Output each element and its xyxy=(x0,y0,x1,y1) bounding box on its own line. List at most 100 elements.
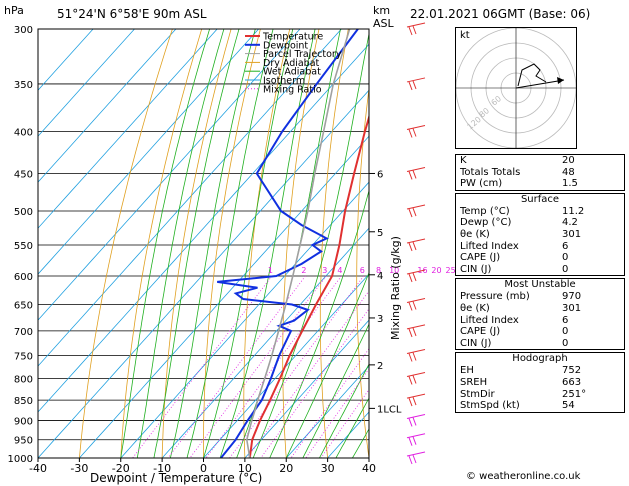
pressure-tick-300: 300 xyxy=(14,25,33,36)
index-label: θe (K) xyxy=(460,302,490,314)
index-value: 0 xyxy=(562,326,569,338)
legend-entry: Dry Adiabat xyxy=(263,58,320,69)
x-tick-label: 30 xyxy=(321,462,335,475)
storm-motion-vector xyxy=(515,79,565,89)
x-tick-label: 10 xyxy=(238,462,252,475)
wind-barb xyxy=(406,22,426,28)
pressure-tick-350: 350 xyxy=(14,80,33,91)
pressure-tick-900: 900 xyxy=(14,416,33,427)
wind-barb-flag xyxy=(408,397,413,407)
wet-adiabat-line xyxy=(269,189,369,458)
wind-barb xyxy=(406,393,426,399)
wind-barb-flag xyxy=(408,437,413,446)
hodograph-trace xyxy=(517,63,547,87)
isotherm-line xyxy=(38,29,342,367)
index-row: Lifted Index 6 xyxy=(456,315,624,327)
wind-barb-flag xyxy=(408,418,413,427)
index-label: Dewp (°C) xyxy=(460,217,512,229)
wind-barb-flag xyxy=(412,80,417,90)
index-label: CAPE (J) xyxy=(460,252,501,264)
index-value: 752 xyxy=(562,365,582,377)
wet-adiabat-line xyxy=(285,271,369,458)
wind-barb xyxy=(406,269,426,275)
index-row: PW (cm) 1.5 xyxy=(456,178,624,190)
pressure-tick-700: 700 xyxy=(14,327,33,338)
mixing-ratio-label: 2 xyxy=(301,266,306,275)
wet-adiabat-line xyxy=(352,428,369,458)
x-tick-label: -40 xyxy=(29,462,47,475)
wet-adiabat-line xyxy=(120,29,210,458)
section-title: Most Unstable xyxy=(504,279,576,291)
index-label: Lifted Index xyxy=(460,240,519,252)
series-parcel-trajectory xyxy=(245,29,351,458)
pressure-tick-850: 850 xyxy=(14,396,33,407)
index-label: Temp (°C) xyxy=(460,205,510,217)
pressure-tick-750: 750 xyxy=(14,351,33,362)
wind-barb xyxy=(406,298,426,303)
isotherm-line xyxy=(327,411,369,458)
index-value: 0 xyxy=(562,263,569,275)
mixing-ratio-label: 10 xyxy=(389,266,399,275)
wind-barb-flag xyxy=(408,353,413,362)
isotherm-line xyxy=(38,29,259,275)
legend-entry: Wet Adiabat xyxy=(263,67,321,78)
wind-barb-flag xyxy=(408,81,413,91)
index-label: Totals Totals xyxy=(460,166,521,178)
index-row: θe (K) 301 xyxy=(456,303,624,315)
index-value: 1.5 xyxy=(562,178,578,190)
index-value: 0 xyxy=(562,252,569,264)
section-title: Surface xyxy=(520,193,560,205)
isotherm-line xyxy=(161,227,369,458)
wind-barb-flag xyxy=(412,417,417,426)
index-label: SREH xyxy=(460,376,488,388)
wind-barb-flag xyxy=(412,272,417,282)
pressure-tick-450: 450 xyxy=(14,169,33,180)
hodograph-params-box: Hodograph EH 752 SREH 663 StmDir 251° StmSpd (k… xyxy=(455,352,625,413)
mixing-ratio-label: 6 xyxy=(360,266,365,275)
indices-box: K 20 Totals Totals 48 PW (cm) 1.5 xyxy=(455,154,625,191)
x-tick-label: 40 xyxy=(362,462,376,475)
index-row: SREH 663 xyxy=(456,377,624,389)
index-value: 4.2 xyxy=(562,217,578,229)
wind-barb xyxy=(406,451,426,457)
x-tick-label: -30 xyxy=(70,462,88,475)
wet-adiabat-line xyxy=(252,31,369,458)
index-value: 48 xyxy=(562,166,575,178)
isotherm-line xyxy=(38,29,177,183)
index-value: 251° xyxy=(562,388,587,400)
wind-barb-flag xyxy=(408,455,413,465)
wind-barb-flag xyxy=(412,241,417,251)
index-label: CIN (J) xyxy=(460,337,492,349)
wet-adiabat-line xyxy=(203,29,294,458)
wet-adiabat-line xyxy=(219,29,316,458)
index-label: CAPE (J) xyxy=(460,326,501,338)
wind-barb xyxy=(406,433,426,439)
index-label: EH xyxy=(460,365,474,377)
index-row: Pressure (mb) 970 xyxy=(456,291,624,303)
mixing-ratio-label: 20 xyxy=(431,266,441,275)
wet-adiabat-line xyxy=(136,29,225,458)
isotherm-line xyxy=(120,181,369,458)
most-unstable-box: Most Unstable Pressure (mb) 970 θe (K) 301 Li… xyxy=(455,278,625,351)
pressure-unit: hPa xyxy=(4,4,24,17)
wind-barb-flag xyxy=(408,242,413,252)
x-tick-label: 0 xyxy=(200,462,207,475)
dry-adiabat-line xyxy=(243,29,291,458)
wind-barb-flag xyxy=(412,327,417,337)
index-row: Temp (°C) 11.2 xyxy=(456,206,624,218)
legend-entry: Temperature xyxy=(262,32,323,43)
wind-barb-flag xyxy=(408,208,413,218)
wind-barb-flag xyxy=(408,376,413,385)
pressure-tick-800: 800 xyxy=(14,374,33,385)
mixing-ratio-axis-label: Mixing Ratio (g/kg) xyxy=(389,236,402,340)
dry-adiabat-line xyxy=(356,85,369,458)
isotherm-line xyxy=(203,273,369,458)
wind-barb-flag xyxy=(412,128,417,137)
hodograph-unit: kt xyxy=(460,30,470,41)
index-row: CAPE (J) 0 xyxy=(456,326,624,338)
index-label: Pressure (mb) xyxy=(460,291,530,303)
wind-barb-flag xyxy=(412,454,417,464)
skewt-chart: 3003504004505005506006507007508008509009… xyxy=(4,4,455,485)
wet-adiabat-line xyxy=(335,397,369,458)
